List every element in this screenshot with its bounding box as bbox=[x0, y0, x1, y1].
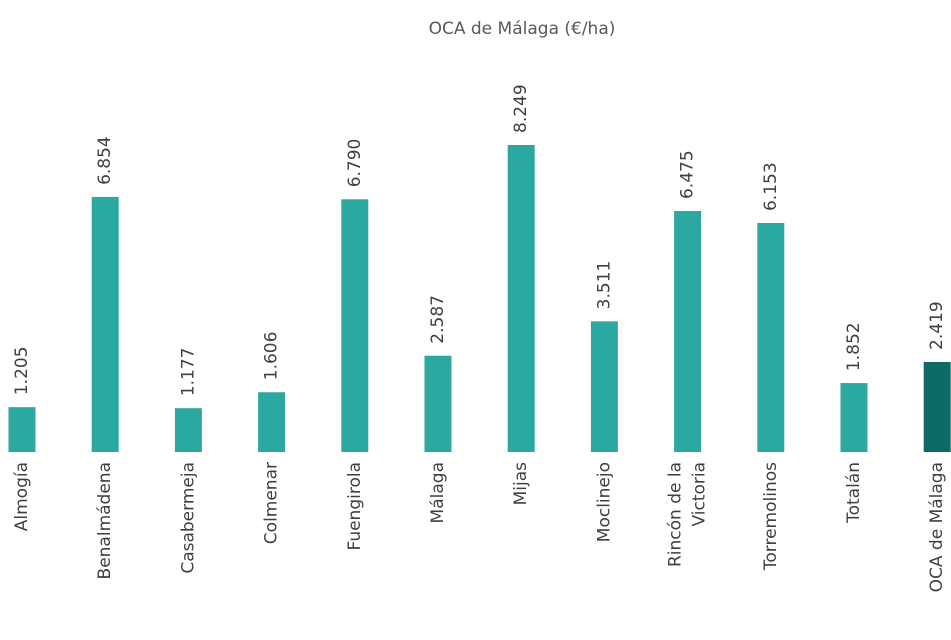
x-tick-label: Totalán bbox=[844, 462, 864, 524]
value-label: 8.249 bbox=[511, 84, 531, 133]
value-label: 6.153 bbox=[761, 162, 781, 211]
bar bbox=[424, 355, 452, 452]
x-tick-label: Benalmádena bbox=[95, 462, 115, 579]
x-tick-label: Torremolinos bbox=[761, 462, 781, 571]
x-tick-label: Málaga bbox=[428, 462, 448, 523]
x-tick-label: Mijas bbox=[511, 462, 531, 506]
value-label: 6.854 bbox=[95, 136, 115, 185]
x-tick-label: Colmenar bbox=[262, 462, 282, 544]
chart-title: OCA de Málaga (€/ha) bbox=[429, 19, 616, 39]
bar bbox=[91, 196, 119, 452]
value-label: 2.419 bbox=[927, 301, 947, 350]
x-tick-label: Almogía bbox=[12, 462, 32, 531]
bar bbox=[590, 321, 618, 452]
value-label: 1.852 bbox=[844, 322, 864, 371]
bar bbox=[507, 145, 535, 452]
bar bbox=[840, 383, 868, 452]
value-label: 6.475 bbox=[678, 150, 698, 199]
x-tick-label: OCA de Málaga bbox=[927, 462, 947, 592]
value-label: 1.606 bbox=[262, 332, 282, 381]
value-label: 1.205 bbox=[12, 346, 32, 395]
x-tick-label: Fuengirola bbox=[345, 462, 365, 551]
bar bbox=[258, 392, 286, 452]
value-label: 2.587 bbox=[428, 295, 448, 344]
bar bbox=[923, 361, 951, 452]
bar bbox=[674, 211, 702, 452]
bar bbox=[757, 223, 785, 452]
x-tick-label: Casabermeja bbox=[178, 462, 198, 574]
x-tick-label: Moclinejo bbox=[594, 462, 614, 542]
bar bbox=[8, 407, 36, 452]
bar bbox=[341, 199, 369, 452]
value-label: 6.790 bbox=[345, 139, 365, 188]
value-label: 1.177 bbox=[178, 348, 198, 397]
value-label: 3.511 bbox=[594, 261, 614, 310]
x-tick-label: Rincón de la Victoria bbox=[666, 462, 710, 567]
bar bbox=[174, 408, 202, 452]
